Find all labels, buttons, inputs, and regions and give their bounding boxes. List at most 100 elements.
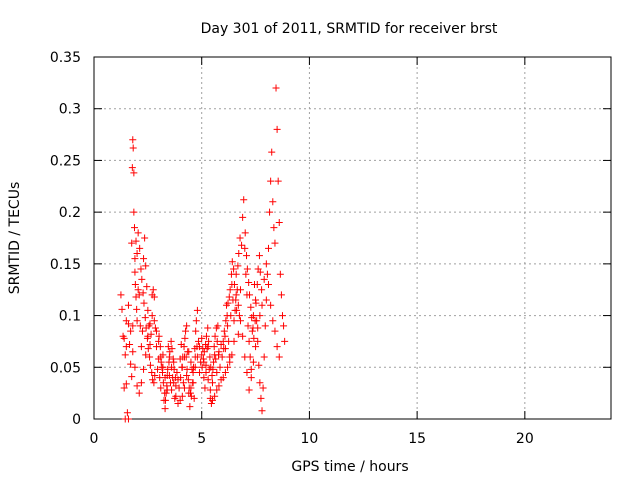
- data-point: [174, 399, 182, 407]
- data-point: [218, 353, 226, 361]
- data-point: [224, 299, 232, 307]
- data-point: [208, 379, 216, 387]
- data-point: [168, 345, 176, 353]
- data-point: [154, 365, 162, 373]
- data-point: [128, 373, 136, 381]
- data-point: [157, 384, 165, 392]
- x-tick-label: 0: [90, 431, 99, 447]
- data-point: [130, 224, 138, 232]
- data-point: [150, 379, 158, 387]
- data-point: [200, 348, 208, 356]
- data-point: [211, 392, 219, 400]
- data-point: [239, 332, 247, 340]
- x-axis-ticks: 0 5 10 15 20: [90, 57, 534, 447]
- data-point: [230, 265, 238, 273]
- data-point: [127, 360, 135, 368]
- data-point: [272, 84, 280, 92]
- data-point: [129, 348, 137, 356]
- data-point: [217, 376, 225, 384]
- data-point: [140, 365, 148, 373]
- data-point: [192, 317, 200, 325]
- data-point: [230, 317, 238, 325]
- data-point: [146, 353, 154, 361]
- data-point: [255, 252, 263, 260]
- data-point: [228, 351, 236, 359]
- data-point: [167, 337, 175, 345]
- data-point: [180, 343, 188, 351]
- data-point: [140, 299, 148, 307]
- data-point: [140, 255, 148, 263]
- data-point: [210, 343, 218, 351]
- data-point: [135, 389, 143, 397]
- data-point: [224, 363, 232, 371]
- data-point: [133, 250, 141, 258]
- data-point: [212, 324, 220, 332]
- data-point: [161, 374, 169, 382]
- data-point: [165, 358, 173, 366]
- data-point: [235, 250, 243, 258]
- data-point: [143, 283, 151, 291]
- data-point: [236, 286, 244, 294]
- data-point: [252, 343, 260, 351]
- data-point: [226, 286, 234, 294]
- data-point: [251, 317, 259, 325]
- x-tick-label: 10: [301, 431, 319, 447]
- y-tick-label: 0.35: [50, 50, 81, 66]
- data-point: [128, 164, 136, 172]
- data-point: [213, 386, 221, 394]
- data-point: [234, 262, 242, 270]
- data-point: [225, 293, 233, 301]
- data-point: [215, 351, 223, 359]
- data-point: [134, 229, 142, 237]
- data-point: [266, 208, 274, 216]
- data-point: [159, 379, 167, 387]
- data-point: [186, 403, 194, 411]
- data-point: [131, 363, 139, 371]
- data-point: [151, 324, 159, 332]
- data-point: [269, 198, 277, 206]
- data-point: [139, 289, 147, 297]
- data-point: [137, 343, 145, 351]
- data-point: [196, 368, 204, 376]
- data-point: [129, 144, 137, 152]
- data-point: [260, 353, 268, 361]
- data-point: [215, 382, 223, 390]
- data-point: [224, 322, 232, 330]
- y-axis-label: SRMTID / TECUs: [7, 182, 23, 295]
- data-point: [135, 291, 143, 299]
- data-point: [192, 327, 200, 335]
- data-point: [249, 358, 257, 366]
- plot-frame: [93, 56, 612, 420]
- data-point: [193, 306, 201, 314]
- data-point: [187, 389, 195, 397]
- data-point: [271, 327, 279, 335]
- data-point: [183, 322, 191, 330]
- data-point: [256, 312, 264, 320]
- data-point: [252, 299, 260, 307]
- data-point: [221, 368, 229, 376]
- data-point: [280, 322, 288, 330]
- data-point: [146, 320, 154, 328]
- data-point: [120, 384, 128, 392]
- data-point: [137, 265, 145, 273]
- data-point: [121, 415, 129, 423]
- data-point: [194, 337, 202, 345]
- data-point: [246, 291, 254, 299]
- data-point: [243, 368, 251, 376]
- data-point: [259, 384, 267, 392]
- data-point: [127, 327, 135, 335]
- data-point: [222, 317, 230, 325]
- data-point: [238, 241, 246, 249]
- data-point: [205, 337, 213, 345]
- data-point: [161, 389, 169, 397]
- y-tick-label: 0: [72, 412, 81, 428]
- data-point: [199, 355, 207, 363]
- data-point: [243, 252, 251, 260]
- data-point: [230, 281, 238, 289]
- data-point: [264, 244, 272, 252]
- data-point: [234, 301, 242, 309]
- data-point: [133, 305, 141, 313]
- data-point: [274, 177, 282, 185]
- data-point: [249, 324, 257, 332]
